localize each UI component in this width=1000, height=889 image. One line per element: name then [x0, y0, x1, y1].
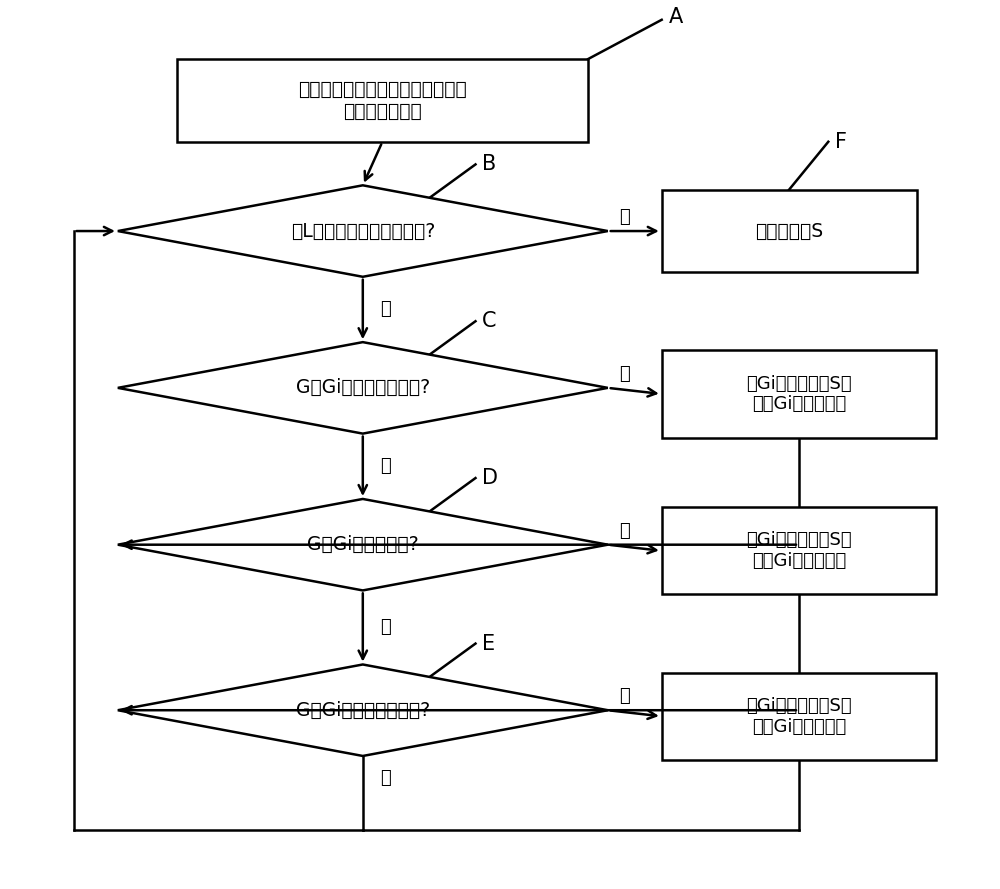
- Text: B: B: [482, 155, 497, 174]
- FancyBboxPatch shape: [662, 508, 936, 595]
- Text: G与Gi的针对对象重叠?: G与Gi的针对对象重叠?: [296, 379, 430, 397]
- Text: 是: 是: [620, 208, 630, 226]
- Text: 将Gi加入冲突集S并
标记Gi的目标状态: 将Gi加入冲突集S并 标记Gi的目标状态: [746, 697, 852, 736]
- Polygon shape: [118, 342, 608, 434]
- Text: E: E: [482, 634, 495, 653]
- Text: A: A: [669, 7, 683, 28]
- Text: 将Gi加入冲突集S并
标记Gi的转化情境: 将Gi加入冲突集S并 标记Gi的转化情境: [746, 532, 852, 570]
- Polygon shape: [118, 664, 608, 756]
- Polygon shape: [118, 185, 608, 276]
- Text: 否: 否: [380, 619, 391, 637]
- Text: 对L中目标策略的遍历完毕?: 对L中目标策略的遍历完毕?: [291, 221, 435, 241]
- Text: C: C: [482, 311, 497, 332]
- Text: 从输入接口获取待检测的第一目标
策略的元素信息: 从输入接口获取待检测的第一目标 策略的元素信息: [298, 80, 467, 121]
- Text: G与Gi的转化重叠?: G与Gi的转化重叠?: [307, 535, 419, 554]
- Text: F: F: [835, 132, 847, 152]
- Text: 是: 是: [620, 522, 630, 540]
- Text: 否: 否: [380, 769, 391, 787]
- Text: 否: 否: [380, 300, 391, 318]
- FancyBboxPatch shape: [662, 673, 936, 760]
- FancyBboxPatch shape: [662, 350, 936, 437]
- Polygon shape: [118, 499, 608, 590]
- Text: D: D: [482, 468, 498, 488]
- Text: 将Gi加入冲突集S并
标记Gi的针对客体: 将Gi加入冲突集S并 标记Gi的针对客体: [746, 374, 852, 413]
- Text: 是: 是: [620, 687, 630, 705]
- Text: 否: 否: [380, 457, 391, 476]
- Text: 输出冲突集S: 输出冲突集S: [755, 221, 823, 241]
- Text: G与Gi的目标状态矛盾?: G与Gi的目标状态矛盾?: [296, 701, 430, 720]
- FancyBboxPatch shape: [662, 189, 916, 272]
- Text: 是: 是: [620, 364, 630, 383]
- FancyBboxPatch shape: [177, 59, 588, 141]
